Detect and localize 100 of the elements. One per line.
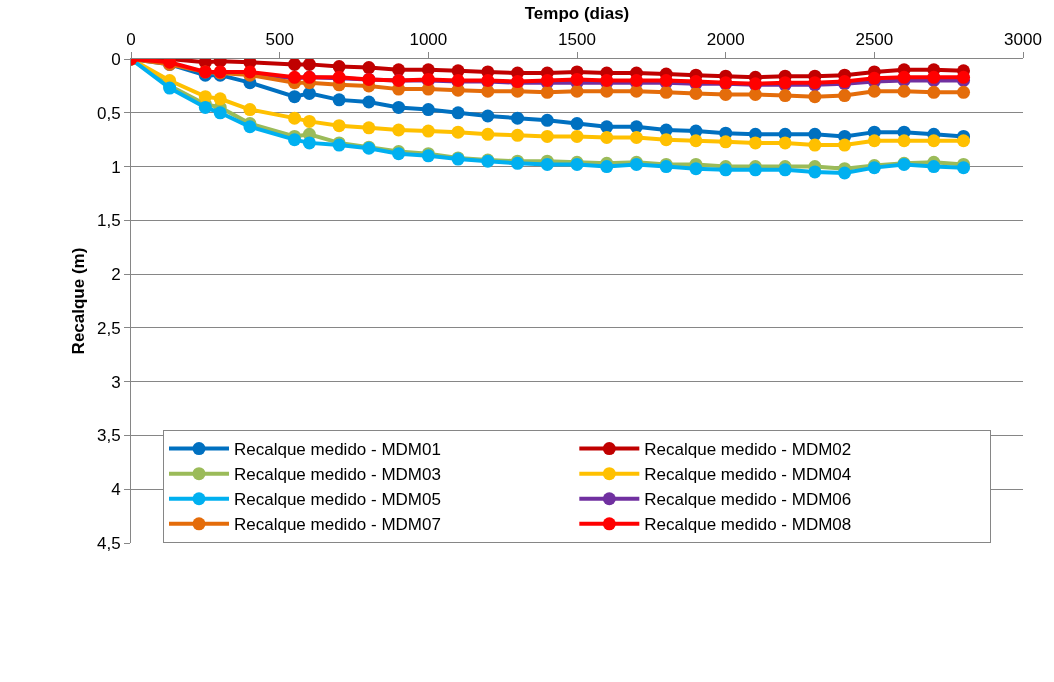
point: [451, 125, 465, 139]
legend-label: Recalque medido - MDM05: [234, 490, 441, 510]
point: [288, 90, 302, 104]
point: [927, 134, 941, 148]
point: [927, 160, 941, 174]
x-tick-label: 1500: [558, 30, 596, 50]
point: [570, 129, 584, 143]
point: [719, 87, 733, 101]
x-tick-label: 1000: [409, 30, 448, 50]
point: [540, 113, 554, 127]
point: [362, 121, 376, 135]
point: [600, 160, 614, 174]
point: [659, 133, 673, 147]
y-tick-label: 0: [111, 49, 121, 69]
legend-label: Recalque medido - MDM06: [644, 490, 852, 510]
point: [213, 106, 227, 120]
point: [689, 162, 703, 176]
point: [451, 106, 465, 120]
point: [302, 86, 316, 100]
point: [288, 133, 302, 147]
point: [540, 85, 554, 99]
legend-label: Recalque medido - MDM03: [234, 465, 441, 485]
point: [957, 85, 971, 99]
point: [689, 86, 703, 100]
x-tick-label: 2500: [855, 30, 894, 50]
point: [392, 100, 406, 114]
point: [332, 119, 346, 133]
point: [927, 85, 941, 99]
point: [689, 134, 703, 148]
point: [897, 84, 911, 98]
legend-label: Recalque medido - MDM01: [234, 440, 441, 460]
y-axis-title: Recalque (m): [68, 247, 88, 355]
point: [600, 120, 614, 134]
x-tick-label: 2000: [706, 30, 745, 50]
point: [540, 129, 554, 143]
legend-label: Recalque medido - MDM02: [644, 440, 852, 460]
point: [362, 95, 376, 109]
point: [778, 89, 792, 103]
point: [629, 84, 643, 98]
point: [392, 63, 406, 77]
point: [957, 134, 971, 148]
y-tick-label: 1: [111, 157, 121, 177]
x-axis-title: Tempo (dias): [524, 3, 630, 23]
point: [302, 59, 316, 71]
point: [302, 136, 316, 150]
x-tick-label: 3000: [1004, 30, 1042, 50]
point: [629, 120, 643, 134]
point: [897, 70, 911, 84]
y-tick-label: 4,5: [96, 533, 121, 553]
point: [659, 85, 673, 99]
point: [288, 59, 302, 71]
point: [600, 131, 614, 145]
point: [629, 131, 643, 145]
point: [362, 61, 376, 75]
y-tick-label: 2,5: [96, 318, 121, 338]
x-tick-label: 0: [126, 30, 136, 50]
point: [838, 138, 852, 152]
point: [808, 138, 822, 152]
point: [392, 123, 406, 137]
point: [288, 111, 302, 125]
y-tick-label: 3,5: [96, 426, 121, 446]
legend-label: Recalque medido - MDM08: [644, 515, 852, 535]
point: [302, 114, 316, 128]
point: [421, 103, 435, 117]
point: [867, 71, 881, 85]
y-tick-label: 4: [111, 480, 121, 500]
point: [511, 128, 525, 142]
point: [897, 134, 911, 148]
point: [778, 136, 792, 150]
point: [481, 109, 495, 123]
point: [511, 111, 525, 125]
point: [957, 70, 971, 84]
point: [600, 84, 614, 98]
point: [570, 117, 584, 131]
point: [421, 124, 435, 138]
point: [927, 70, 941, 84]
point: [481, 127, 495, 141]
legend-label: Recalque medido - MDM07: [234, 515, 441, 535]
point: [957, 161, 971, 175]
y-tick-label: 2: [111, 265, 121, 285]
point: [198, 90, 212, 104]
point: [213, 92, 227, 106]
x-tick-label: 500: [265, 30, 294, 50]
legend-label: Recalque medido - MDM04: [644, 465, 852, 485]
point: [808, 127, 822, 141]
point: [243, 103, 257, 117]
point: [867, 84, 881, 98]
point: [748, 87, 762, 101]
y-tick-label: 3: [111, 372, 121, 392]
point: [332, 93, 346, 107]
point: [838, 166, 852, 180]
y-tick-label: 0,5: [96, 103, 121, 123]
point: [808, 165, 822, 179]
y-tick-label: 1,5: [96, 211, 121, 231]
point: [808, 90, 822, 104]
point: [719, 135, 733, 149]
point: [332, 60, 346, 74]
point: [481, 84, 495, 98]
point: [838, 89, 852, 103]
point: [748, 136, 762, 150]
